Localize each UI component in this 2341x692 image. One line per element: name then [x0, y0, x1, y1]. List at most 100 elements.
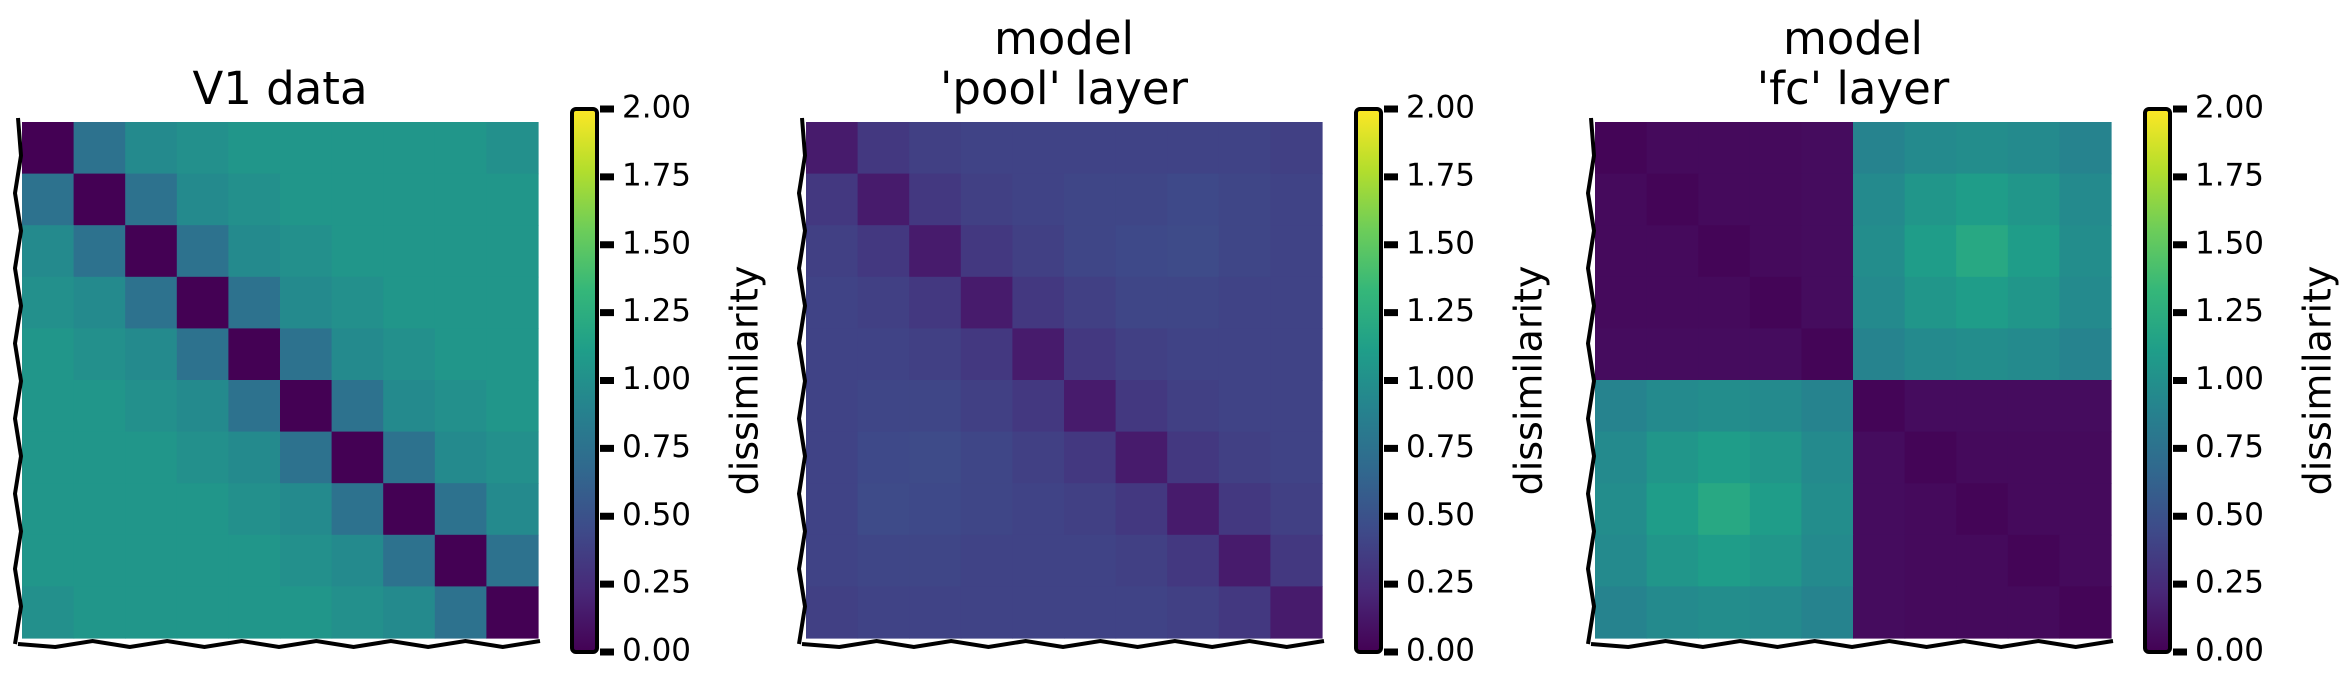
heatmap-cell [2059, 225, 2112, 278]
chart-title: 'fc' layer [1757, 62, 1950, 115]
heatmap-cell [1698, 328, 1751, 381]
heatmap-cell [1749, 173, 1802, 226]
heatmap-cell [1646, 483, 1699, 536]
heatmap-cell [909, 173, 962, 226]
heatmap-cell [2059, 122, 2112, 175]
colorbar-tick-label: 0.50 [1406, 497, 1475, 533]
heatmap-cell [909, 534, 962, 587]
heatmap-cell [125, 380, 178, 433]
heatmap-cell [1801, 276, 1854, 329]
heatmap-cell [1956, 586, 2009, 639]
heatmap-cell [1956, 483, 2009, 536]
colorbar-tick-label: 1.75 [2195, 157, 2264, 193]
heatmap-cell [1064, 380, 1117, 433]
heatmap-cell [228, 380, 281, 433]
heatmap-cell [228, 173, 281, 226]
heatmap-cell [280, 122, 333, 175]
heatmap-cell [176, 586, 229, 639]
heatmap-cell [280, 534, 333, 587]
heatmap-cell [1167, 225, 1220, 278]
heatmap-cell [1115, 122, 1168, 175]
heatmap-cell [1698, 225, 1751, 278]
heatmap-cell [1698, 122, 1751, 175]
heatmap-cell [1698, 431, 1751, 484]
heatmap-cell [1956, 122, 2009, 175]
heatmap-cell [383, 483, 436, 536]
axis-spine [17, 638, 541, 650]
heatmap-cell [1064, 225, 1117, 278]
heatmap-cell [125, 173, 178, 226]
chart-title: V1 data [192, 62, 367, 115]
heatmap-cell [1270, 173, 1323, 226]
heatmap-cell [2007, 483, 2060, 536]
heatmap-cell [2059, 173, 2112, 226]
heatmap-cell [1595, 380, 1648, 433]
heatmap-cell [1646, 122, 1699, 175]
heatmap-cell [909, 380, 962, 433]
colorbar-tick-label: 0.75 [622, 429, 691, 465]
heatmap-cell [1956, 431, 2009, 484]
heatmap-cell [909, 483, 962, 536]
heatmap-cell [486, 534, 539, 587]
heatmap-cell [383, 586, 436, 639]
heatmap-cell [1595, 122, 1648, 175]
heatmap-cell [1698, 173, 1751, 226]
heatmap-cell [176, 431, 229, 484]
heatmap-cell [1904, 328, 1957, 381]
heatmap-cell [1749, 328, 1802, 381]
heatmap-cell [22, 225, 75, 278]
colorbar-label: dissimilarity [2296, 266, 2340, 496]
heatmap-cell [1115, 276, 1168, 329]
chart-title: 'pool' layer [940, 62, 1189, 115]
heatmap-cell [73, 328, 126, 381]
heatmap-cell [2007, 122, 2060, 175]
heatmap-cell [1167, 586, 1220, 639]
heatmap-cell [1012, 483, 1065, 536]
heatmap-cell [280, 586, 333, 639]
heatmap-cell [857, 534, 910, 587]
colorbar-tick-label: 0.00 [622, 633, 691, 669]
colorbar-tick-label: 0.00 [2195, 633, 2264, 669]
heatmap-cell [331, 225, 384, 278]
heatmap-cell [2059, 380, 2112, 433]
heatmap-cell [1218, 225, 1271, 278]
heatmap-cell [1218, 586, 1271, 639]
heatmap-cell [331, 173, 384, 226]
heatmap-cell [806, 328, 859, 381]
heatmap-cell [1904, 534, 1957, 587]
heatmap-cell [2059, 431, 2112, 484]
heatmap-cell [2007, 534, 2060, 587]
heatmap-cell [383, 534, 436, 587]
heatmap-cell [1904, 483, 1957, 536]
colorbar-tick-label: 1.75 [622, 157, 691, 193]
heatmap-cell [125, 122, 178, 175]
heatmap-cell [486, 122, 539, 175]
heatmap-cell [1749, 276, 1802, 329]
heatmap-cell [280, 483, 333, 536]
heatmap-cell [1698, 276, 1751, 329]
heatmap-cell [1646, 534, 1699, 587]
heatmap-cell [2059, 586, 2112, 639]
heatmap-cell [1749, 431, 1802, 484]
heatmap-cell [909, 431, 962, 484]
heatmap-cell [22, 328, 75, 381]
heatmap-cell [1167, 483, 1220, 536]
heatmap-cell [1646, 431, 1699, 484]
colorbar-tick-label: 1.50 [2195, 225, 2264, 261]
heatmap-cell [73, 534, 126, 587]
colorbar-tick-label: 0.00 [1406, 633, 1475, 669]
heatmap-cell [1167, 534, 1220, 587]
heatmap-cell [73, 122, 126, 175]
heatmap-cell [1956, 380, 2009, 433]
heatmap-cell [806, 380, 859, 433]
heatmap-cell [2007, 173, 2060, 226]
heatmap-cell [2007, 380, 2060, 433]
colorbar-tick-label: 2.00 [622, 90, 691, 126]
heatmap-cell [1853, 276, 1906, 329]
heatmap-cell [1595, 431, 1648, 484]
heatmap-cell [1956, 225, 2009, 278]
heatmap-cell [486, 173, 539, 226]
heatmap-cell [806, 276, 859, 329]
heatmap-cell [1801, 173, 1854, 226]
heatmap-cell [125, 534, 178, 587]
